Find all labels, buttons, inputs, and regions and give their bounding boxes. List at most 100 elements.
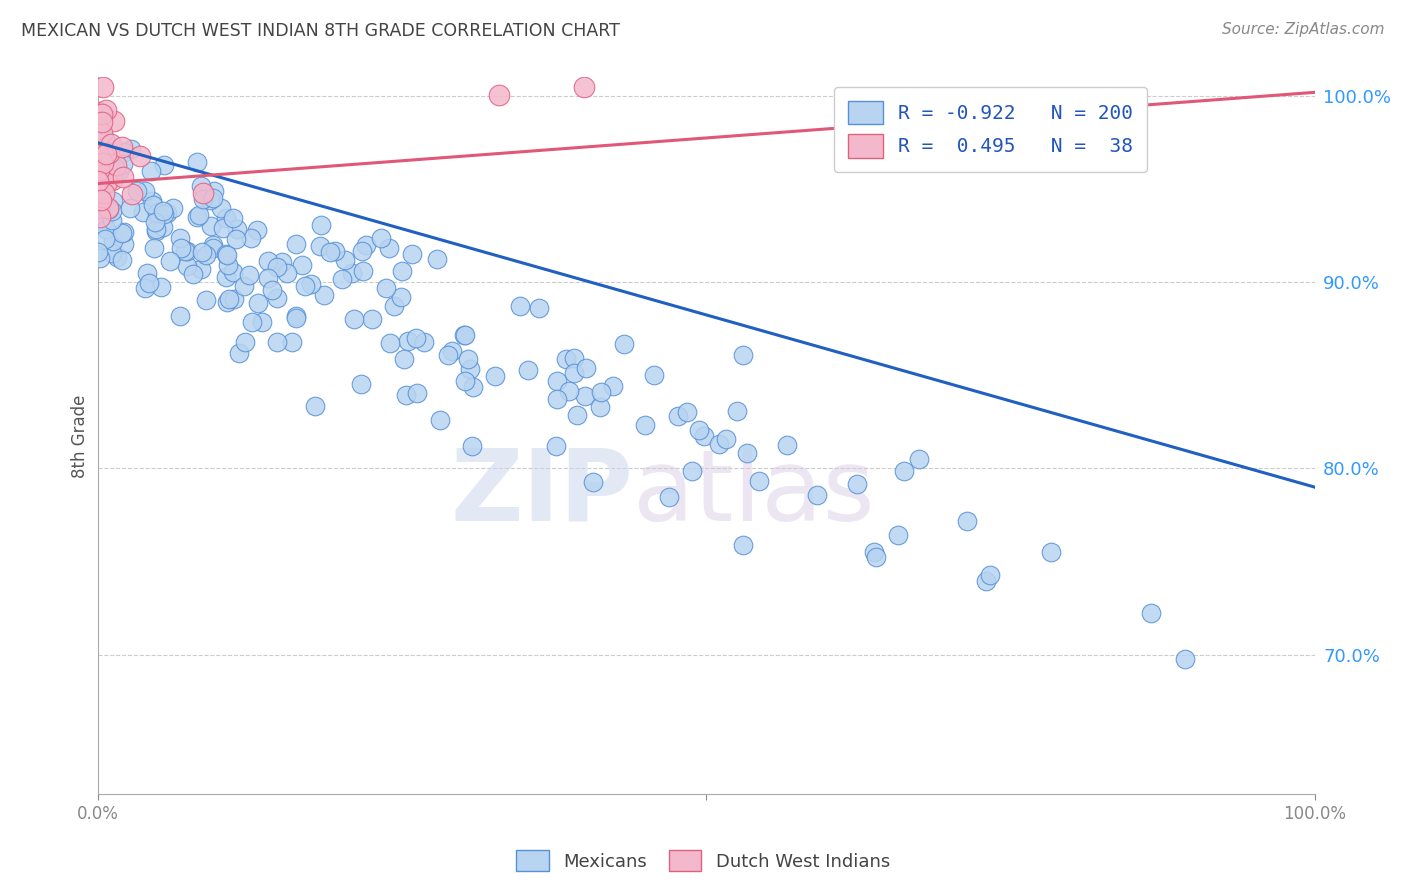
Point bbox=[112, 145, 135, 160]
Point bbox=[159, 254, 181, 268]
Point bbox=[101, 245, 124, 260]
Point bbox=[193, 186, 215, 200]
Point bbox=[688, 423, 710, 437]
Point bbox=[284, 311, 307, 326]
Point bbox=[276, 267, 298, 281]
Point bbox=[733, 538, 755, 552]
Point bbox=[413, 335, 436, 350]
Point bbox=[887, 528, 910, 542]
Point bbox=[170, 241, 193, 255]
Point bbox=[110, 253, 132, 268]
Point bbox=[112, 157, 135, 171]
Point bbox=[145, 206, 167, 220]
Point bbox=[138, 276, 160, 290]
Point bbox=[111, 169, 134, 184]
Point bbox=[162, 201, 184, 215]
Legend: Mexicans, Dutch West Indians: Mexicans, Dutch West Indians bbox=[509, 843, 897, 879]
Point bbox=[546, 439, 568, 453]
Point bbox=[246, 296, 269, 310]
Point bbox=[152, 204, 174, 219]
Point bbox=[693, 429, 716, 443]
Point bbox=[392, 351, 415, 366]
Point bbox=[309, 218, 332, 232]
Point bbox=[979, 568, 1001, 582]
Point bbox=[233, 334, 256, 349]
Point bbox=[776, 438, 799, 452]
Point bbox=[457, 351, 479, 366]
Point bbox=[401, 246, 423, 260]
Point bbox=[574, 79, 596, 94]
Point bbox=[461, 439, 484, 453]
Point bbox=[91, 79, 114, 94]
Point bbox=[127, 184, 149, 198]
Point bbox=[176, 259, 198, 273]
Point bbox=[101, 194, 124, 208]
Point bbox=[190, 178, 212, 193]
Point bbox=[215, 246, 238, 260]
Point bbox=[458, 362, 481, 376]
Point bbox=[201, 241, 224, 255]
Point bbox=[602, 379, 624, 393]
Point bbox=[271, 254, 294, 268]
Point bbox=[186, 210, 208, 224]
Point bbox=[190, 261, 212, 276]
Point bbox=[352, 264, 374, 278]
Point bbox=[312, 288, 335, 302]
Point bbox=[98, 202, 121, 216]
Point bbox=[225, 232, 247, 246]
Point bbox=[658, 490, 681, 504]
Point bbox=[1039, 545, 1062, 559]
Point bbox=[215, 248, 238, 262]
Point bbox=[200, 219, 222, 233]
Point bbox=[128, 149, 150, 163]
Point bbox=[87, 182, 110, 196]
Point bbox=[87, 201, 110, 215]
Text: ZIP: ZIP bbox=[450, 445, 633, 541]
Point bbox=[89, 151, 111, 165]
Point bbox=[169, 310, 191, 324]
Point bbox=[143, 215, 166, 229]
Point bbox=[152, 219, 174, 234]
Point bbox=[374, 281, 396, 295]
Point bbox=[141, 164, 163, 178]
Point bbox=[191, 245, 214, 260]
Point bbox=[142, 198, 165, 212]
Point bbox=[136, 266, 159, 280]
Point bbox=[725, 404, 748, 418]
Point bbox=[176, 244, 198, 258]
Y-axis label: 8th Grade: 8th Grade bbox=[72, 394, 89, 477]
Point bbox=[96, 147, 118, 161]
Point bbox=[266, 260, 288, 274]
Point bbox=[436, 348, 458, 362]
Point bbox=[134, 281, 156, 295]
Point bbox=[209, 201, 232, 215]
Point bbox=[454, 328, 477, 343]
Point bbox=[707, 437, 730, 451]
Point bbox=[198, 193, 221, 207]
Point bbox=[676, 404, 699, 418]
Point bbox=[299, 277, 322, 291]
Point bbox=[87, 192, 110, 206]
Point bbox=[89, 154, 111, 169]
Point bbox=[266, 335, 288, 350]
Point bbox=[281, 334, 304, 349]
Point bbox=[87, 189, 110, 203]
Point bbox=[181, 267, 204, 281]
Point bbox=[134, 184, 156, 198]
Point bbox=[87, 153, 110, 167]
Point bbox=[865, 550, 887, 565]
Point bbox=[284, 309, 307, 323]
Point bbox=[240, 231, 263, 245]
Point bbox=[454, 374, 477, 388]
Point bbox=[195, 293, 218, 308]
Point bbox=[90, 193, 112, 207]
Point bbox=[429, 412, 451, 426]
Point bbox=[194, 248, 217, 262]
Point bbox=[555, 352, 578, 367]
Point bbox=[105, 250, 128, 264]
Point bbox=[974, 574, 997, 588]
Point bbox=[733, 348, 755, 362]
Point bbox=[112, 236, 135, 251]
Point bbox=[863, 544, 886, 558]
Text: atlas: atlas bbox=[633, 445, 875, 541]
